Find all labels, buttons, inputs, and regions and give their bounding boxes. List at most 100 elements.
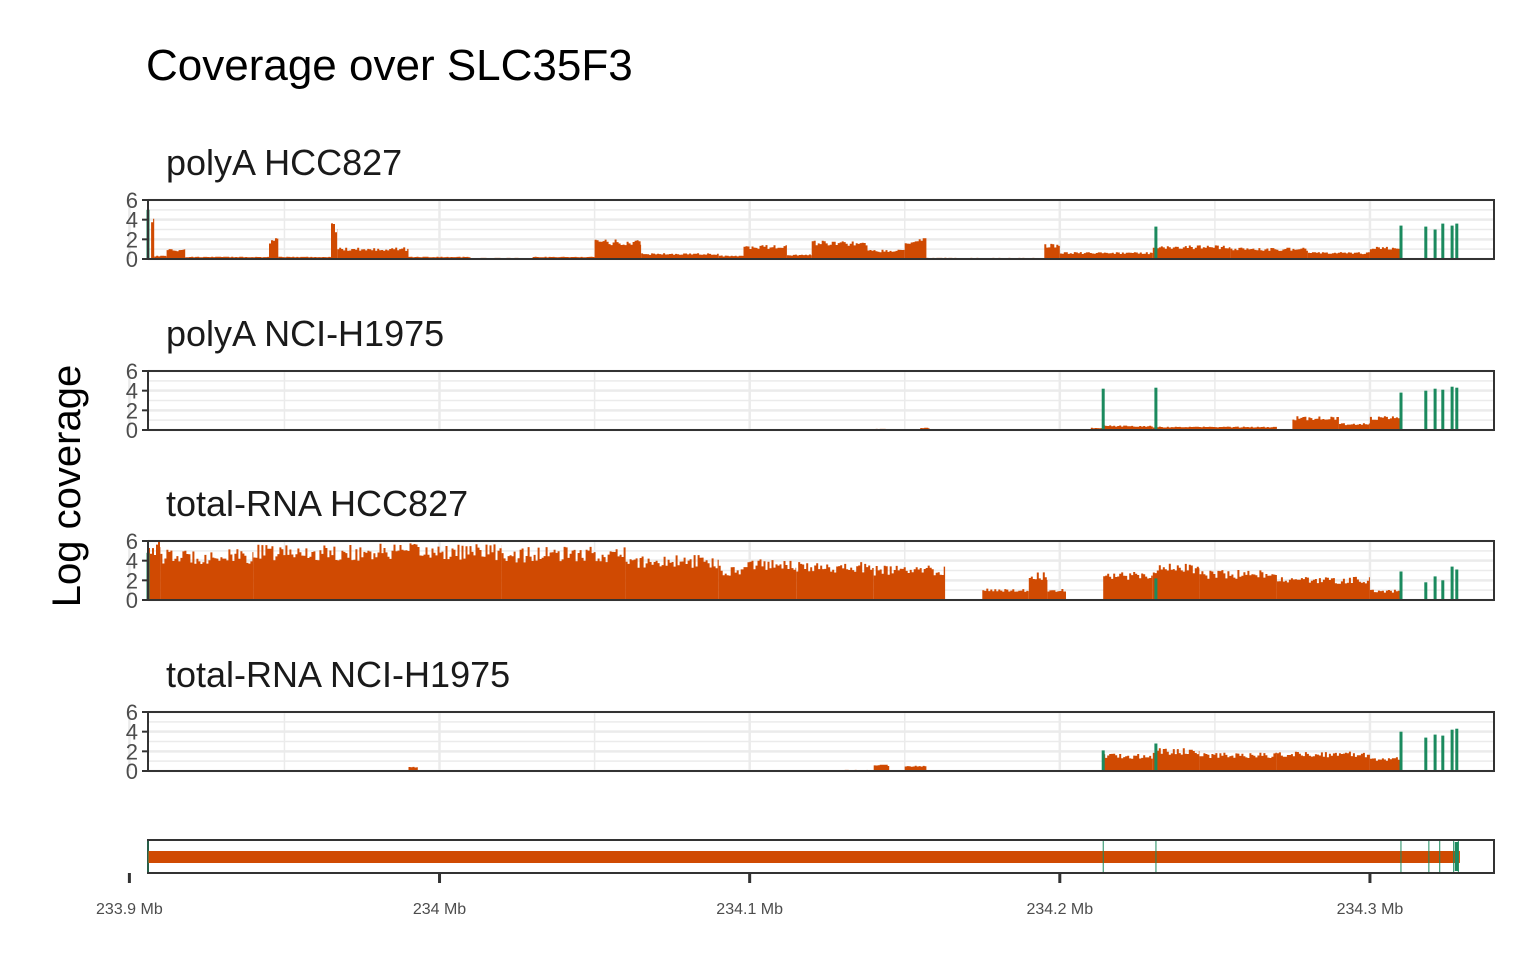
coverage-bar (1369, 589, 1401, 600)
y-tick-label: 2 (126, 739, 138, 764)
coverage-bar (1199, 752, 1277, 771)
coverage-bar (253, 544, 378, 600)
y-tick-label: 4 (126, 549, 138, 574)
y-tick-label: 0 (126, 247, 138, 272)
exon-peak (1424, 737, 1428, 771)
exon-peak (1424, 226, 1428, 259)
y-tick-label: 4 (126, 379, 138, 404)
exon-peak (1433, 229, 1437, 259)
chart-title: Coverage over SLC35F3 (146, 41, 633, 90)
coverage-bar (1369, 416, 1401, 430)
exon-peak (1455, 569, 1459, 600)
coverage-bar (1152, 563, 1200, 600)
exon-peak (1399, 731, 1403, 771)
gene-model-track (147, 839, 1495, 874)
coverage-bar (1276, 751, 1370, 771)
facet-title: polyA NCI-H1975 (166, 313, 444, 354)
y-tick-label: 6 (126, 529, 138, 554)
exon-peak (1455, 223, 1459, 259)
x-tick-label: 233.9 Mb (96, 901, 163, 918)
coverage-bar (377, 543, 502, 600)
facet-title: total-RNA NCI-H1975 (166, 654, 510, 695)
coverage-bar (641, 253, 719, 259)
exon-peak (1450, 729, 1454, 771)
exon-peak (1441, 389, 1445, 430)
coverage-bar (1199, 570, 1277, 600)
y-tick-label: 6 (126, 188, 138, 213)
coverage-bar (331, 223, 338, 259)
coverage-bar (1047, 589, 1066, 600)
coverage-bar (1059, 252, 1153, 259)
y-tick-label: 2 (126, 227, 138, 252)
coverage-bar (904, 238, 927, 259)
exon-peak (1399, 571, 1403, 600)
exon-peak (1433, 576, 1437, 600)
coverage-bar (1103, 425, 1153, 430)
y-tick-label: 4 (126, 720, 138, 745)
coverage-bar (873, 764, 890, 771)
coverage-bar (269, 238, 279, 259)
y-tick-label: 2 (126, 398, 138, 423)
coverage-bar (148, 541, 161, 600)
coverage-bar (718, 565, 744, 600)
coverage-bar (594, 239, 642, 259)
coverage-bar (1338, 423, 1370, 430)
exon-peak (1455, 387, 1459, 430)
panel-frame (147, 540, 1495, 601)
exon-peak (1399, 392, 1403, 430)
y-tick-label: 0 (126, 418, 138, 443)
exon-peak (1433, 388, 1437, 430)
coverage-bar (1230, 247, 1308, 259)
x-axis: 233.9 Mb 234 Mb 234.1 Mb 234.2 Mb 234.3 Mb (96, 873, 1403, 918)
coverage-bar (1152, 748, 1200, 771)
y-tick-label: 0 (126, 759, 138, 784)
exon-peak (1441, 223, 1445, 259)
coverage-bar (151, 218, 155, 259)
facet-title: polyA HCC827 (166, 142, 402, 183)
coverage-bar (873, 565, 946, 600)
coverage-bar (786, 254, 812, 259)
coverage-bar (1276, 576, 1370, 600)
coverage-bar (166, 249, 186, 259)
panel-frame (147, 199, 1495, 260)
facet-title: total-RNA HCC827 (166, 483, 468, 524)
coverage-bar (1292, 416, 1339, 430)
panel-frame (147, 370, 1495, 431)
coverage-bar (408, 766, 418, 771)
y-tick-label: 6 (126, 700, 138, 725)
exon-peak (1441, 735, 1445, 771)
exon-peak (1101, 388, 1105, 430)
coverage-bar (982, 588, 1029, 600)
x-tick-label: 234.3 Mb (1337, 901, 1404, 918)
coverage-bar (501, 546, 626, 600)
coverage-bar (625, 555, 719, 600)
exon-peak (1441, 580, 1445, 600)
coverage-bar (1044, 243, 1060, 259)
coverage-bar (1369, 757, 1401, 771)
exon-peak (1433, 734, 1437, 771)
coverage-bar (1307, 252, 1370, 259)
y-tick-label: 4 (126, 208, 138, 233)
exon-peak (1101, 750, 1105, 771)
exon-peak (1154, 387, 1158, 430)
coverage-bar (1152, 245, 1231, 259)
gene-body (148, 851, 1460, 863)
coverage-bar (796, 562, 874, 600)
coverage-bar (1369, 246, 1401, 259)
exon-peak (1399, 225, 1403, 259)
panel-frame (147, 711, 1495, 772)
exon-peak (1450, 225, 1454, 259)
x-tick-label: 234.1 Mb (716, 901, 783, 918)
x-tick-label: 234.2 Mb (1026, 901, 1093, 918)
y-tick-label: 2 (126, 568, 138, 593)
coverage-bar (1103, 753, 1153, 771)
y-tick-label: 6 (126, 359, 138, 384)
exon-peak (1424, 582, 1428, 600)
exon-peak (1154, 226, 1158, 259)
